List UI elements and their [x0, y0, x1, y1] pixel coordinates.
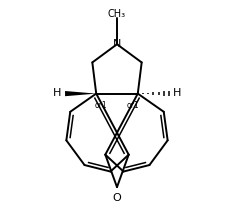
Text: O: O: [113, 193, 121, 203]
Text: CH₃: CH₃: [108, 9, 126, 19]
Polygon shape: [65, 91, 96, 96]
Text: or1: or1: [127, 101, 139, 110]
Text: or1: or1: [95, 101, 107, 110]
Text: N: N: [113, 39, 121, 49]
Text: H: H: [53, 88, 61, 98]
Text: H: H: [173, 88, 181, 98]
